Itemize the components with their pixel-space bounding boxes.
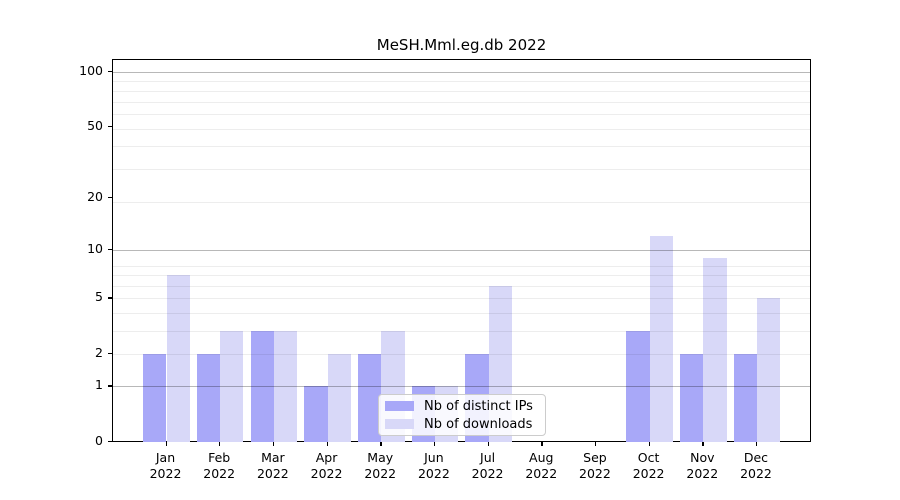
bar-ips-nov	[680, 353, 704, 442]
x-axis-tick-label: Oct 2022	[632, 450, 665, 481]
legend-item-distinct-ips: Nb of distinct IPs	[385, 399, 539, 414]
bar-ips-apr	[304, 386, 328, 442]
y-axis-tick-label: 1	[95, 377, 103, 393]
bar-downloads-feb	[220, 330, 244, 442]
minor-gridline	[113, 128, 810, 130]
y-axis-tick-label: 0	[95, 433, 103, 448]
x-axis-tick	[594, 442, 597, 446]
x-axis-tick	[541, 442, 543, 446]
x-axis-tick-label: May 2022	[364, 450, 397, 481]
x-axis-tick-label: Mar 2022	[256, 450, 289, 481]
legend-item-downloads: Nb of downloads	[385, 417, 539, 432]
y-axis-tick	[108, 385, 112, 387]
x-axis-tick-label: Jan 2022	[149, 450, 182, 481]
bar-downloads-dec	[756, 298, 781, 442]
minor-gridline	[113, 298, 810, 300]
x-axis-tick-label: Jun 2022	[417, 450, 450, 481]
minor-gridline	[113, 101, 810, 103]
y-axis-tick	[108, 248, 112, 251]
y-axis-tick-label: 2	[95, 344, 103, 360]
bar-ips-feb	[196, 353, 221, 442]
x-axis-tick	[165, 442, 167, 446]
y-axis-tick-label: 100	[79, 63, 103, 79]
minor-gridline	[113, 286, 810, 288]
minor-gridline	[113, 90, 810, 92]
minor-gridline	[113, 169, 810, 171]
x-axis-tick	[433, 442, 436, 446]
x-axis-tick	[380, 442, 382, 446]
minor-gridline	[113, 313, 810, 315]
bar-downloads-jan	[166, 275, 190, 442]
legend-label-downloads: Nb of downloads	[424, 416, 533, 432]
y-axis-tick	[108, 125, 112, 128]
minor-gridline	[113, 275, 810, 277]
x-axis-tick-label: Feb 2022	[203, 450, 236, 481]
x-axis-tick	[755, 442, 758, 446]
major-gridline	[113, 72, 810, 74]
x-axis-tick	[272, 442, 275, 446]
x-axis-tick-label: Jul 2022	[471, 450, 504, 481]
y-axis-tick	[108, 71, 112, 73]
y-axis-tick-label: 5	[95, 289, 103, 305]
x-axis-tick-label: Sep 2022	[579, 450, 611, 481]
x-axis-tick-label: Nov 2022	[686, 450, 719, 481]
y-axis-tick-label: 10	[87, 240, 103, 256]
minor-gridline	[113, 330, 810, 332]
bar-downloads-mar	[273, 330, 298, 442]
y-axis-tick-label: 20	[87, 189, 103, 205]
x-axis-tick-label: Apr 2022	[310, 450, 343, 481]
x-axis-tick	[219, 442, 221, 446]
minor-gridline	[113, 81, 810, 83]
legend-swatch-downloads	[385, 419, 414, 429]
bar-ips-oct	[626, 330, 650, 442]
x-axis-tick	[487, 442, 489, 446]
legend: Nb of distinct IPs Nb of downloads	[378, 394, 546, 436]
x-axis-tick	[326, 442, 328, 446]
bar-downloads-oct	[649, 236, 673, 442]
y-axis-tick	[108, 441, 112, 443]
plot-area	[112, 59, 811, 442]
minor-gridline	[113, 353, 810, 355]
y-axis-tick	[108, 352, 112, 355]
bar-ips-dec	[733, 353, 757, 442]
minor-gridline	[113, 265, 810, 267]
x-axis-tick-label: Dec 2022	[740, 450, 772, 481]
legend-swatch-ips	[385, 401, 414, 411]
minor-gridline	[113, 113, 810, 115]
y-axis-tick-label: 50	[87, 117, 103, 133]
major-gridline	[113, 249, 810, 251]
chart-title: MeSH.Mml.eg.db 2022	[376, 36, 547, 54]
major-gridline	[113, 386, 810, 388]
bar-ips-mar	[250, 330, 274, 442]
legend-label-ips: Nb of distinct IPs	[424, 398, 533, 414]
x-axis-tick	[648, 442, 650, 446]
y-axis-tick	[108, 297, 112, 299]
bar-downloads-apr	[327, 353, 351, 442]
bar-downloads-nov	[703, 257, 727, 442]
x-axis-tick	[702, 442, 704, 446]
bar-ips-may	[357, 353, 382, 442]
bar-ips-jan	[143, 353, 167, 442]
x-axis-tick-label: Aug 2022	[525, 450, 558, 481]
minor-gridline	[113, 146, 810, 148]
minor-gridline	[113, 201, 810, 203]
y-axis-tick	[108, 197, 112, 199]
